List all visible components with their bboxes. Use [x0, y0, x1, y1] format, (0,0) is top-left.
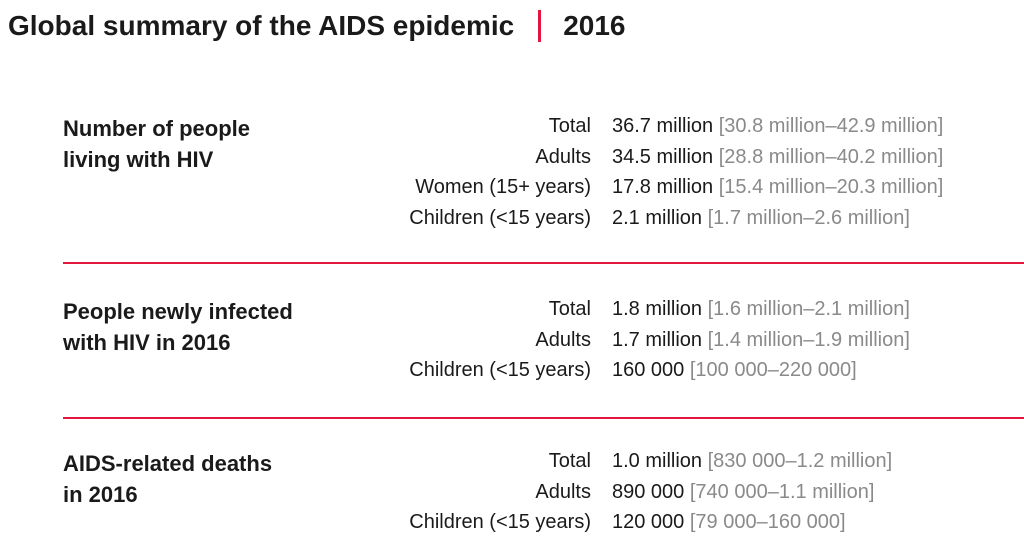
value-estimate: 17.8 million [612, 176, 714, 198]
row-label: Total [548, 298, 591, 320]
value-estimate: 1.0 million [612, 450, 703, 472]
stat-rows: Total 1.0 million [830 000–1.2 million] … [0, 446, 1024, 538]
section-label-line: People newly infected [63, 299, 293, 324]
stat-row: Adults 890 000 [740 000–1.1 million] [0, 477, 1024, 508]
value-range: [830 000–1.2 million] [707, 450, 893, 472]
row-value: 17.8 million [15.4 million–20.3 million] [612, 172, 943, 203]
value-range: [1.6 million–2.1 million] [707, 298, 910, 320]
page-title: Global summary of the AIDS epidemic 2016 [8, 6, 625, 46]
section-label: People newly infected with HIV in 2016 [63, 296, 363, 358]
row-value: 34.5 million [28.8 million–40.2 million] [612, 142, 943, 173]
row-label: Total [548, 450, 591, 472]
section-label: AIDS-related deaths in 2016 [63, 448, 363, 510]
value-range: [30.8 million–42.9 million] [718, 115, 944, 137]
value-estimate: 2.1 million [612, 206, 703, 229]
row-label: Children (<15 years) [409, 511, 591, 533]
stat-row: Women (15+ years) 17.8 million [15.4 mil… [0, 172, 1024, 203]
title-year: 2016 [563, 10, 626, 41]
row-label: Children (<15 years) [409, 206, 591, 229]
value-range: [28.8 million–40.2 million] [718, 145, 944, 168]
value-range: [1.4 million–1.9 million] [707, 328, 910, 351]
title-separator [538, 10, 542, 42]
stat-row: Total 36.7 million [30.8 million–42.9 mi… [0, 111, 1024, 142]
stat-row: Total 1.8 million [1.6 million–2.1 milli… [0, 294, 1024, 325]
value-range: [1.7 million–2.6 million] [707, 206, 910, 229]
stat-rows: Total 36.7 million [30.8 million–42.9 mi… [0, 111, 1024, 233]
value-range: [100 000–220 000] [689, 359, 857, 381]
value-estimate: 36.7 million [612, 115, 714, 137]
value-estimate: 1.7 million [612, 328, 703, 351]
section-label-line: living with HIV [63, 147, 214, 172]
row-value: 1.0 million [830 000–1.2 million] [612, 446, 892, 477]
row-label: Children (<15 years) [409, 359, 591, 381]
section-divider [63, 417, 1024, 419]
stat-row: Total 1.0 million [830 000–1.2 million] [0, 446, 1024, 477]
stat-row: Children (<15 years) 2.1 million [1.7 mi… [0, 203, 1024, 234]
value-estimate: 34.5 million [612, 145, 714, 168]
value-range: [15.4 million–20.3 million] [718, 176, 944, 198]
value-estimate: 160 000 [612, 359, 685, 381]
row-label: Total [548, 115, 591, 137]
row-value: 36.7 million [30.8 million–42.9 million] [612, 111, 943, 142]
row-label: Adults [535, 328, 591, 351]
section-label-line: with HIV in 2016 [63, 330, 231, 355]
row-value: 890 000 [740 000–1.1 million] [612, 477, 874, 508]
row-value: 120 000 [79 000–160 000] [612, 507, 846, 538]
value-range: [79 000–160 000] [689, 511, 846, 533]
section-label: Number of people living with HIV [63, 113, 363, 175]
value-estimate: 890 000 [612, 480, 685, 503]
value-estimate: 120 000 [612, 511, 685, 533]
row-label: Women (15+ years) [415, 176, 591, 198]
section-divider [63, 262, 1024, 264]
stat-row: Adults 34.5 million [28.8 million–40.2 m… [0, 142, 1024, 173]
section-label-line: Number of people [63, 116, 251, 141]
value-estimate: 1.8 million [612, 298, 703, 320]
title-text: Global summary of the AIDS epidemic [8, 10, 515, 41]
stat-row: Children (<15 years) 160 000 [100 000–22… [0, 355, 1024, 386]
stat-rows: Total 1.8 million [1.6 million–2.1 milli… [0, 294, 1024, 386]
row-value: 1.8 million [1.6 million–2.1 million] [612, 294, 910, 325]
row-value: 2.1 million [1.7 million–2.6 million] [612, 203, 910, 234]
section-label-line: in 2016 [63, 482, 138, 507]
section-label-line: AIDS-related deaths [63, 451, 273, 476]
row-value: 160 000 [100 000–220 000] [612, 355, 857, 386]
value-range: [740 000–1.1 million] [689, 480, 875, 503]
stat-row: Adults 1.7 million [1.4 million–1.9 mill… [0, 325, 1024, 356]
row-value: 1.7 million [1.4 million–1.9 million] [612, 325, 910, 356]
stat-row: Children (<15 years) 120 000 [79 000–160… [0, 507, 1024, 538]
row-label: Adults [535, 145, 591, 168]
row-label: Adults [535, 480, 591, 503]
